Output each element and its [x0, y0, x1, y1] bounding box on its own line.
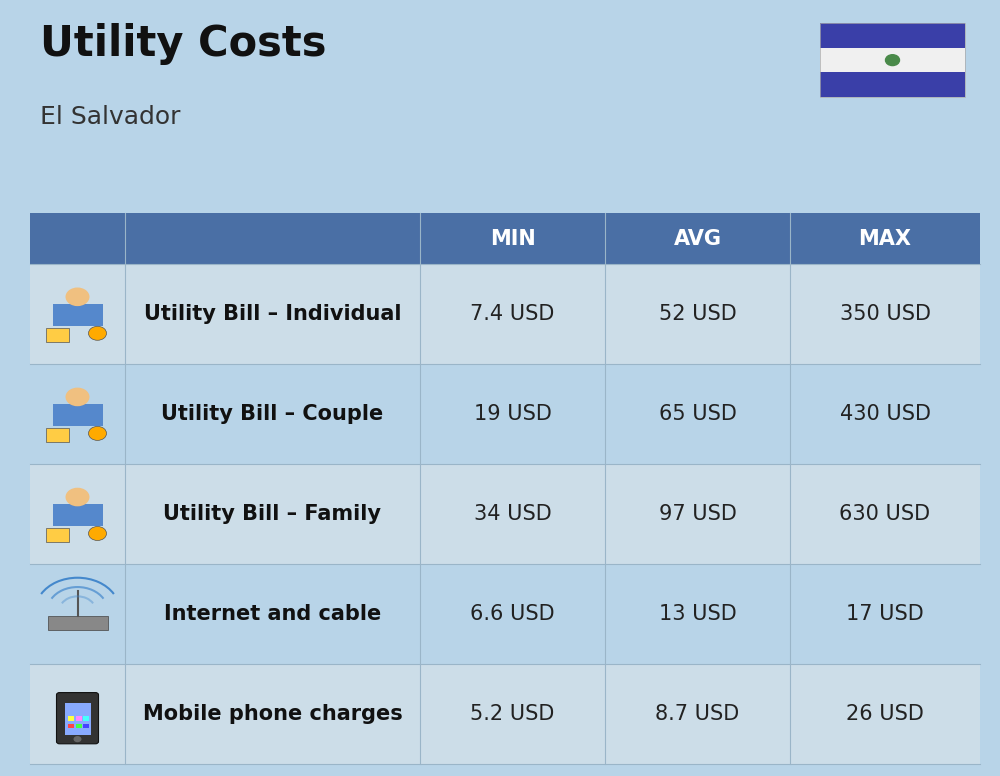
Circle shape	[66, 388, 90, 407]
Bar	[52, 304, 103, 326]
Text: 6.6 USD: 6.6 USD	[470, 605, 555, 624]
Text: 26 USD: 26 USD	[846, 705, 924, 724]
Text: MAX: MAX	[858, 229, 912, 248]
Bar	[820, 72, 965, 97]
Text: MIN: MIN	[490, 229, 535, 248]
Bar	[30, 213, 980, 264]
Bar	[52, 504, 103, 526]
Circle shape	[88, 527, 106, 541]
Bar	[30, 664, 980, 764]
Text: Utility Bill – Individual: Utility Bill – Individual	[144, 304, 401, 324]
Text: 97 USD: 97 USD	[659, 504, 736, 524]
Bar	[48, 616, 108, 630]
Bar	[46, 528, 68, 542]
Text: 5.2 USD: 5.2 USD	[470, 705, 555, 724]
Bar	[52, 404, 103, 426]
Bar	[46, 428, 68, 442]
Text: 65 USD: 65 USD	[659, 404, 736, 424]
Text: 13 USD: 13 USD	[659, 605, 736, 624]
Bar	[30, 464, 980, 564]
Bar	[68, 716, 74, 721]
Text: Utility Costs: Utility Costs	[40, 23, 326, 65]
Text: 34 USD: 34 USD	[474, 504, 551, 524]
Text: El Salvador: El Salvador	[40, 105, 180, 129]
Bar	[30, 564, 980, 664]
Text: 8.7 USD: 8.7 USD	[655, 705, 740, 724]
Bar	[46, 328, 68, 342]
Bar	[83, 724, 89, 729]
Circle shape	[66, 488, 90, 507]
Text: 430 USD: 430 USD	[840, 404, 930, 424]
Bar	[68, 724, 74, 729]
Text: 17 USD: 17 USD	[846, 605, 924, 624]
Circle shape	[88, 327, 106, 341]
Bar	[83, 716, 89, 721]
Circle shape	[66, 288, 90, 307]
Bar	[820, 23, 965, 97]
Text: Utility Bill – Family: Utility Bill – Family	[163, 504, 381, 524]
Bar	[30, 264, 980, 364]
Bar	[820, 48, 965, 72]
Bar	[64, 703, 90, 736]
Circle shape	[74, 736, 82, 743]
Circle shape	[88, 427, 106, 441]
Bar	[820, 23, 965, 48]
Text: 19 USD: 19 USD	[474, 404, 551, 424]
Text: AVG: AVG	[674, 229, 722, 248]
Bar	[30, 364, 980, 464]
Text: Utility Bill – Couple: Utility Bill – Couple	[161, 404, 384, 424]
Text: 630 USD: 630 USD	[839, 504, 931, 524]
Bar	[76, 724, 82, 729]
FancyBboxPatch shape	[56, 693, 98, 744]
Text: Mobile phone charges: Mobile phone charges	[143, 705, 402, 724]
Text: 7.4 USD: 7.4 USD	[470, 304, 555, 324]
Text: Internet and cable: Internet and cable	[164, 605, 381, 624]
Text: 52 USD: 52 USD	[659, 304, 736, 324]
Bar	[76, 716, 82, 721]
Circle shape	[886, 54, 900, 66]
Text: 350 USD: 350 USD	[840, 304, 930, 324]
